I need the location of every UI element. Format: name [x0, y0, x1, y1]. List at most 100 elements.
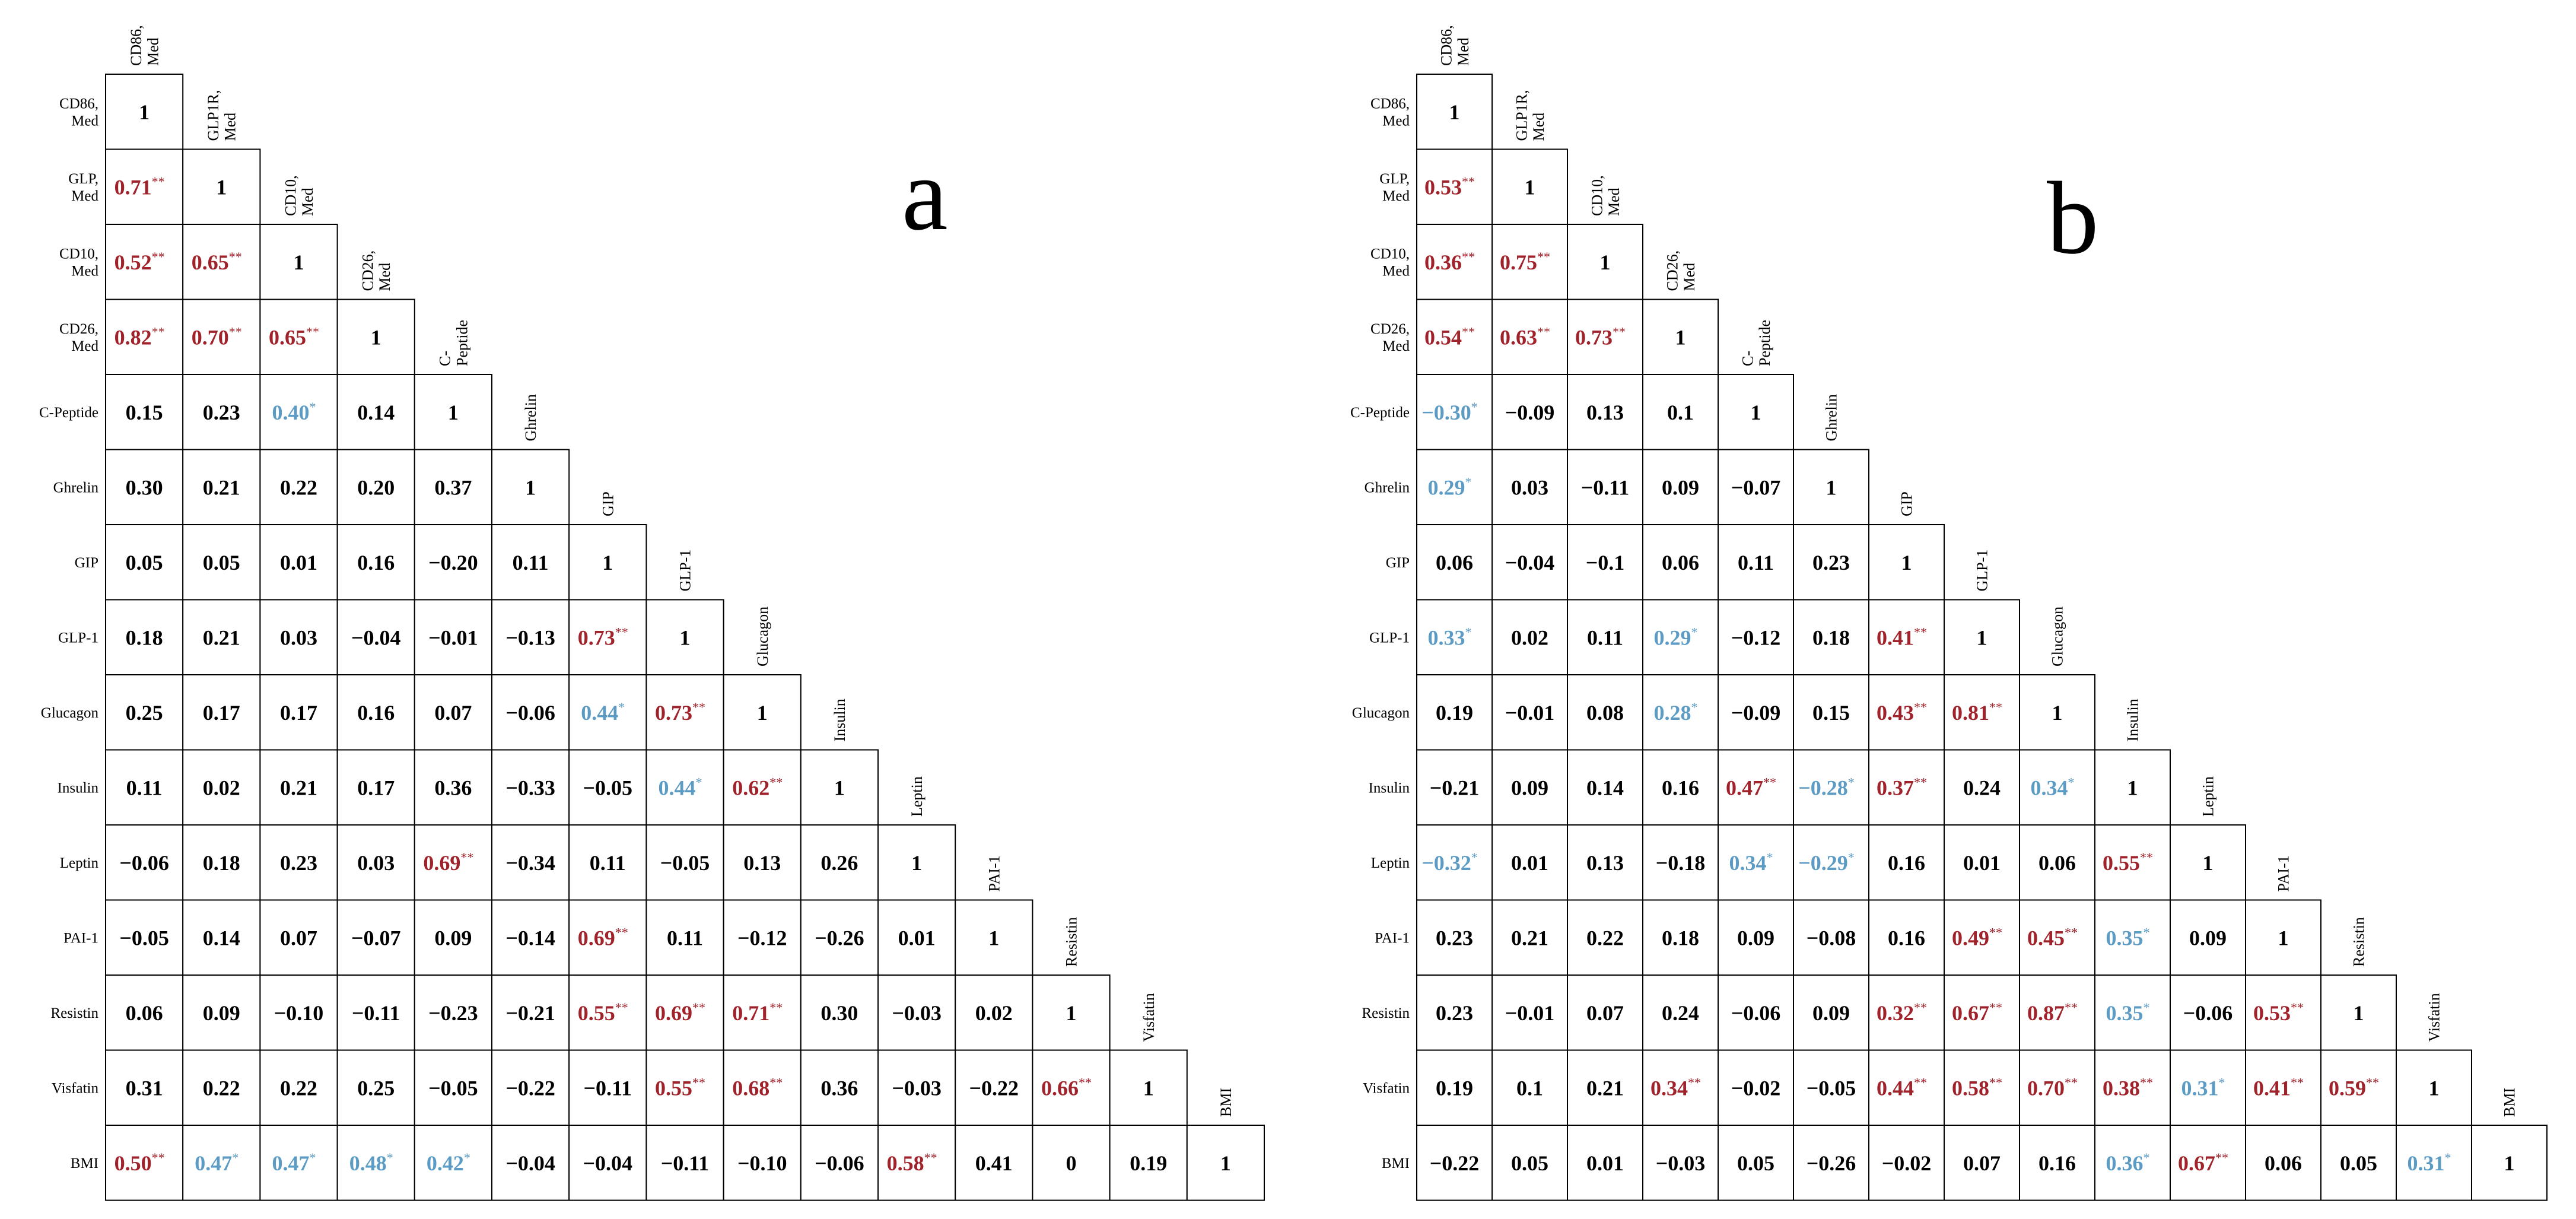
matrix-cell	[1567, 599, 1643, 675]
column-header: GLP-1	[677, 550, 694, 592]
svg-text:CD86,Med: CD86,Med	[1438, 25, 1472, 66]
column-header: BMI	[1217, 1088, 1235, 1117]
matrix-cell	[1642, 674, 1719, 751]
cell-value: −0.21	[505, 1001, 555, 1025]
row-label: BMI	[71, 1155, 98, 1172]
cell-value: 1	[2203, 851, 2214, 875]
matrix-cell	[182, 449, 261, 525]
matrix-cell	[1642, 749, 1719, 826]
cell-value: −0.12	[737, 926, 787, 950]
cell-value: −0.05	[119, 926, 169, 950]
cell-value: 0.09	[203, 1001, 240, 1025]
column-header: GIP	[1898, 491, 1916, 516]
svg-text:CD10,Med: CD10,Med	[282, 175, 316, 216]
matrix-cell	[182, 224, 261, 300]
cell-value: 0.53**	[2253, 1000, 2304, 1025]
cell-value: −0.11	[1581, 475, 1630, 499]
cell-value: −0.01	[1505, 701, 1555, 725]
matrix-cell	[182, 1125, 261, 1201]
cell-value: 0.05	[1511, 1151, 1548, 1175]
matrix-cell	[723, 824, 802, 901]
cell-value: −0.01	[428, 626, 478, 649]
cell-value: 0.19	[1436, 1076, 1473, 1100]
row-label: GLP-1	[58, 630, 98, 646]
matrix-cell	[336, 599, 415, 675]
matrix-cell	[1793, 599, 1869, 675]
cell-value: −0.12	[1731, 626, 1781, 649]
matrix-cell	[2019, 974, 2095, 1051]
row-label: Ghrelin	[53, 480, 99, 496]
cell-value: 0.21	[280, 776, 317, 799]
column-header: C-Peptide	[437, 320, 471, 366]
cell-value: 0.03	[280, 626, 317, 649]
column-header: GIP	[599, 491, 616, 516]
cell-value: 0.18	[1812, 626, 1850, 649]
matrix-cell	[1642, 299, 1719, 375]
matrix-cell	[1718, 599, 1794, 675]
cell-value: 0.11	[667, 926, 703, 950]
matrix-cell	[645, 1049, 724, 1126]
matrix-cell	[259, 449, 338, 525]
cell-value: 0.02	[975, 1001, 1013, 1025]
row-label: Glucagon	[41, 705, 99, 721]
cell-value: −0.11	[352, 1001, 400, 1025]
cell-value: 0.36**	[1424, 249, 1475, 274]
matrix-cell	[2094, 899, 2171, 976]
matrix-cell	[491, 1125, 570, 1201]
cell-value: 0.17	[357, 776, 395, 799]
matrix-cell	[259, 674, 338, 751]
matrix-cell	[336, 1049, 415, 1126]
svg-text:C-Peptide: C-Peptide	[1739, 320, 1773, 366]
panel-b: CD86, Med CD86,Med 1 GLP, Med GLP1R,Med 0.53** 1…	[1287, 0, 2575, 1219]
matrix-cell	[1868, 974, 1945, 1051]
cell-value: 0.66**	[1041, 1075, 1092, 1100]
matrix-cell	[568, 524, 647, 601]
matrix-cell	[491, 974, 570, 1051]
matrix-cell	[2019, 1049, 2095, 1126]
matrix-cell	[182, 674, 261, 751]
matrix-cell	[800, 749, 879, 826]
cell-value: −0.26	[815, 926, 864, 950]
column-header: Visfatin	[2426, 993, 2443, 1042]
cell-value: 1	[911, 851, 922, 875]
cell-value: −0.03	[1656, 1151, 1706, 1175]
matrix-cell	[1032, 1049, 1111, 1126]
matrix-cell	[259, 899, 338, 976]
cell-value: 0.22	[280, 475, 317, 499]
cell-value: 0.53**	[1424, 174, 1475, 199]
row-label: GIP	[75, 555, 98, 571]
cell-value: 1	[1066, 1001, 1077, 1025]
panel-label-a: a	[902, 136, 948, 252]
matrix-cell	[1944, 599, 2020, 675]
cell-value: −0.02	[1882, 1151, 1932, 1175]
cell-value: 0.09	[1812, 1001, 1850, 1025]
matrix-cell	[105, 1049, 184, 1126]
cell-value: 0.11	[513, 551, 549, 574]
cell-value: 0.06	[1436, 551, 1473, 574]
matrix-cell	[259, 224, 338, 300]
svg-text:Visfatin: Visfatin	[2426, 993, 2443, 1042]
matrix-cell	[1642, 449, 1719, 525]
cell-value: 0.16	[1888, 851, 1925, 875]
cell-value: 0.01	[1963, 851, 2001, 875]
matrix-cell	[955, 974, 1033, 1051]
cell-value: 0.24	[1963, 776, 2001, 799]
column-header: GLP1R,Med	[1513, 90, 1547, 141]
cell-value: 0.34*	[2031, 775, 2075, 800]
matrix-cell	[1491, 599, 1568, 675]
cell-value: −0.07	[351, 926, 401, 950]
cell-value: 0.13	[1586, 851, 1624, 875]
column-header: Resistin	[1063, 917, 1080, 967]
cell-value: 0.34*	[1729, 850, 1773, 875]
cell-value: −0.1	[1586, 551, 1625, 574]
matrix-cell	[568, 749, 647, 826]
svg-text:CD10,Med: CD10,Med	[1588, 175, 1623, 216]
cell-value: 0.02	[1511, 626, 1548, 649]
cell-value: 0.06	[1662, 551, 1699, 574]
matrix-cell	[1491, 224, 1568, 300]
cell-value: 0.17	[203, 701, 240, 725]
cell-value: −0.33	[505, 776, 555, 799]
cell-value: 0.05	[2340, 1151, 2377, 1175]
cell-value: 1	[2504, 1151, 2515, 1175]
column-header: Leptin	[908, 776, 926, 817]
